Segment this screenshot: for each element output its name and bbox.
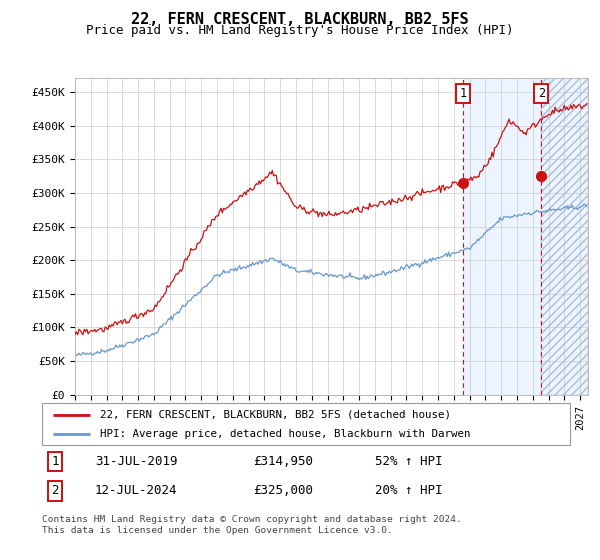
Text: 2: 2: [538, 87, 545, 100]
Bar: [541, 78, 588, 395]
Text: 52% ↑ HPI: 52% ↑ HPI: [374, 455, 442, 468]
Text: £325,000: £325,000: [253, 484, 313, 497]
Text: 1: 1: [460, 87, 467, 100]
Text: HPI: Average price, detached house, Blackburn with Darwen: HPI: Average price, detached house, Blac…: [100, 429, 470, 439]
Text: Price paid vs. HM Land Registry's House Price Index (HPI): Price paid vs. HM Land Registry's House …: [86, 24, 514, 36]
Text: £314,950: £314,950: [253, 455, 313, 468]
Text: Contains HM Land Registry data © Crown copyright and database right 2024.
This d: Contains HM Land Registry data © Crown c…: [42, 515, 462, 535]
Text: 31-JUL-2019: 31-JUL-2019: [95, 455, 178, 468]
Text: 1: 1: [52, 455, 59, 468]
Text: 22, FERN CRESCENT, BLACKBURN, BB2 5FS (detached house): 22, FERN CRESCENT, BLACKBURN, BB2 5FS (d…: [100, 409, 451, 419]
Text: 2: 2: [52, 484, 59, 497]
Text: 20% ↑ HPI: 20% ↑ HPI: [374, 484, 442, 497]
Text: 12-JUL-2024: 12-JUL-2024: [95, 484, 178, 497]
Text: 22, FERN CRESCENT, BLACKBURN, BB2 5FS: 22, FERN CRESCENT, BLACKBURN, BB2 5FS: [131, 12, 469, 27]
Bar: [463, 78, 588, 395]
